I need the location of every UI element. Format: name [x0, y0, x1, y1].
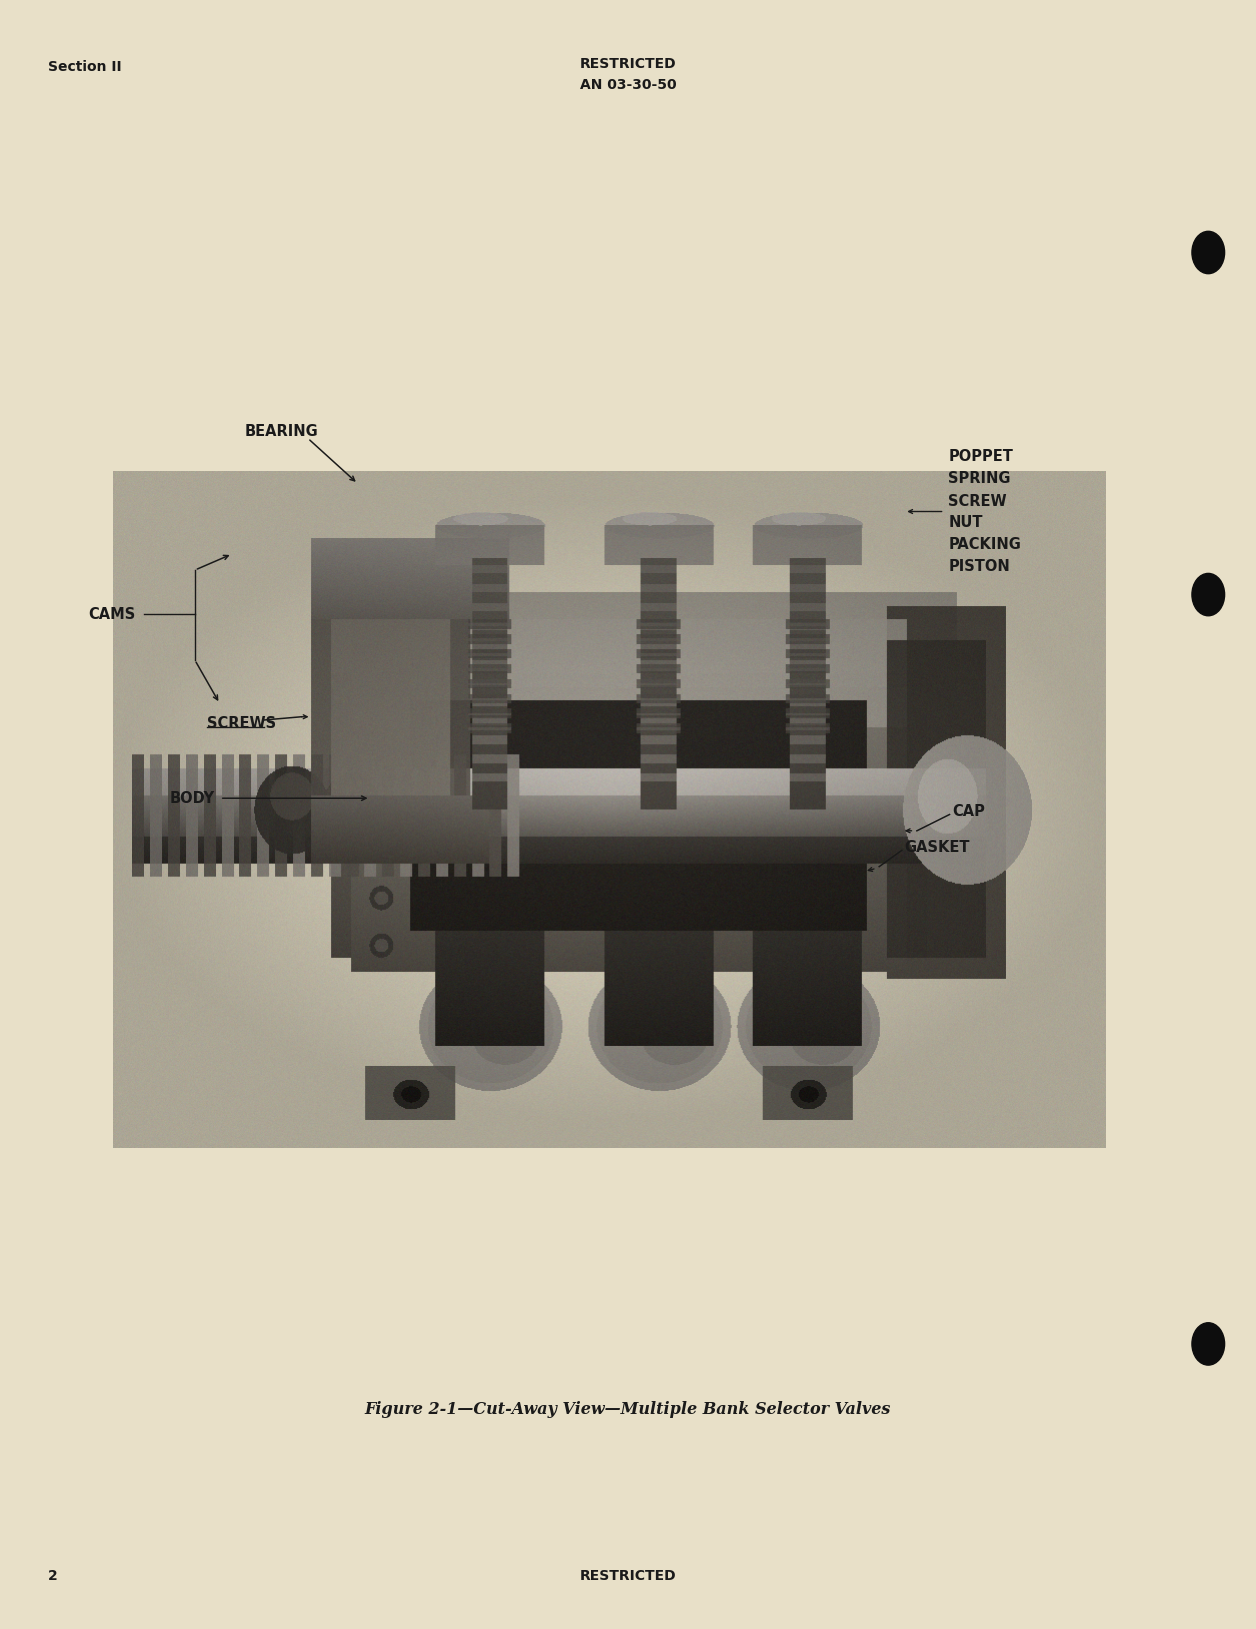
- Circle shape: [1192, 573, 1225, 616]
- Circle shape: [1192, 1323, 1225, 1365]
- Text: Section II: Section II: [48, 60, 122, 75]
- Circle shape: [1192, 231, 1225, 274]
- Text: AN 03-30-50: AN 03-30-50: [580, 78, 676, 93]
- Text: SCREWS: SCREWS: [207, 715, 276, 731]
- Text: SPRING: SPRING: [948, 471, 1011, 487]
- Text: SCREW: SCREW: [948, 494, 1007, 510]
- Text: GASKET: GASKET: [904, 839, 970, 855]
- Text: RESTRICTED: RESTRICTED: [580, 1569, 676, 1583]
- Text: RESTRICTED: RESTRICTED: [580, 57, 676, 72]
- Text: 2: 2: [48, 1569, 58, 1583]
- Text: BODY: BODY: [170, 790, 215, 806]
- Text: POPPET: POPPET: [948, 448, 1014, 464]
- Text: CAMS: CAMS: [88, 606, 136, 622]
- Text: PACKING: PACKING: [948, 536, 1021, 552]
- Text: PISTON: PISTON: [948, 559, 1010, 575]
- Text: NUT: NUT: [948, 515, 982, 531]
- Text: Figure 2-1—Cut-Away View—Multiple Bank Selector Valves: Figure 2-1—Cut-Away View—Multiple Bank S…: [364, 1401, 892, 1417]
- Text: CAP: CAP: [952, 803, 985, 819]
- Text: BEARING: BEARING: [245, 424, 319, 440]
